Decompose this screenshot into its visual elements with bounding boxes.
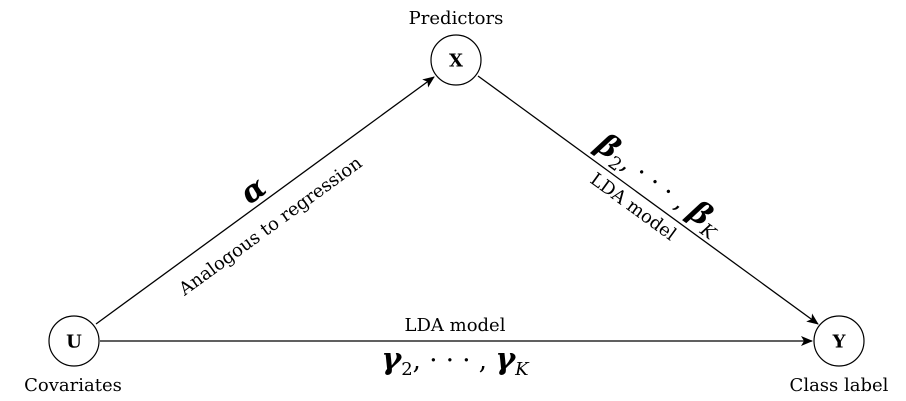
edge-u-to-y-param-sep: , · · · ,	[413, 346, 496, 376]
node-x-label: Predictors	[409, 8, 504, 29]
node-u-symbol: U	[66, 332, 82, 353]
edge-u-to-y-param-first-sub: 2	[401, 359, 412, 380]
edge-u-to-y-param: γ2, · · · , γK	[381, 342, 530, 380]
edge-u-to-y-param-symbol: γ	[381, 342, 402, 377]
edge-u-to-x-caption: Analogous to regression	[174, 152, 366, 300]
edge-x-to-y	[477, 75, 819, 325]
node-u-label: Covariates	[24, 375, 122, 396]
node-y-circle	[813, 315, 865, 367]
node-y-label: Class label	[790, 375, 889, 396]
node-x: X	[430, 34, 482, 86]
node-u: U	[48, 315, 100, 367]
node-y-symbol: Y	[832, 332, 847, 353]
edge-u-to-x-annotations: α Analogous to regression	[174, 152, 366, 300]
edge-u-to-y-param-last-sub: K	[514, 359, 530, 380]
node-y: Y	[813, 315, 865, 367]
edge-u-to-x-param: α	[234, 170, 273, 212]
edge-u-to-y-param-symbol-last: γ	[495, 342, 516, 377]
node-x-circle	[430, 34, 482, 86]
node-u-circle	[48, 315, 100, 367]
edge-u-to-x	[95, 76, 435, 325]
edge-x-to-y-annotations: β2, · · · , βK LDA model	[586, 126, 721, 245]
edge-u-to-y-caption: LDA model	[405, 315, 506, 336]
node-x-symbol: X	[449, 51, 463, 72]
